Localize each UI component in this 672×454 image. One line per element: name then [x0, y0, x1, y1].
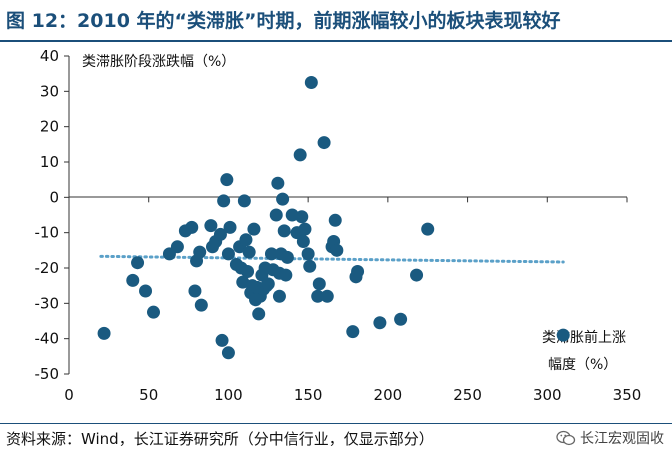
- data-point: [312, 277, 326, 291]
- data-point: [293, 148, 307, 162]
- x-tick-label: 350: [613, 386, 642, 404]
- data-point: [252, 307, 266, 321]
- x-axis-title-line-2: 幅度（%）: [548, 357, 617, 373]
- data-point: [410, 268, 424, 282]
- data-point: [221, 346, 235, 360]
- footer-divider: [0, 423, 672, 424]
- y-tick-label: -10: [35, 224, 60, 242]
- data-point: [330, 243, 344, 257]
- data-point: [280, 250, 294, 264]
- y-axis-title: 类滞胀阶段涨跌幅（%）: [82, 54, 235, 70]
- data-point: [277, 224, 291, 238]
- data-point: [217, 194, 231, 208]
- data-point: [146, 305, 160, 319]
- data-point: [264, 247, 278, 261]
- x-tick-label: 250: [453, 386, 482, 404]
- data-point: [304, 76, 318, 89]
- data-point: [239, 233, 253, 247]
- x-tick-group: 0 50 100 150 200 250 300 350: [64, 197, 641, 404]
- data-point: [295, 210, 309, 224]
- x-tick-label: 0: [64, 386, 74, 404]
- x-axis-title-line-1: 类滞胀前上涨: [542, 329, 626, 346]
- data-point: [204, 219, 218, 233]
- source-note: 资料来源：Wind，长江证券研究所（分中信行业，仅显示部分）: [6, 430, 434, 448]
- data-point: [188, 284, 202, 298]
- data-point: [279, 268, 293, 282]
- data-point: [97, 326, 111, 340]
- figure-title: 图 12：2010 年的“类滞胀”时期，前期涨幅较小的板块表现较好: [6, 10, 561, 32]
- data-point: [237, 194, 251, 208]
- data-point: [296, 235, 310, 248]
- data-point: [272, 289, 286, 303]
- data-point: [311, 289, 325, 303]
- data-point: [247, 222, 261, 236]
- data-point: [556, 328, 570, 342]
- data-point: [303, 259, 317, 273]
- y-tick-label: 10: [40, 153, 59, 171]
- data-point: [269, 208, 283, 222]
- data-point: [241, 265, 255, 279]
- data-point: [346, 325, 360, 339]
- data-point: [131, 256, 145, 270]
- plot-area: [68, 56, 627, 374]
- y-tick-label: -20: [35, 259, 60, 277]
- data-point: [221, 247, 235, 261]
- data-point: [126, 273, 140, 287]
- data-point: [194, 298, 208, 312]
- data-point: [220, 173, 234, 187]
- data-point: [193, 245, 207, 259]
- y-tick-label: 30: [40, 82, 59, 100]
- data-point: [223, 220, 237, 234]
- title-divider: [0, 40, 672, 42]
- wechat-icon: [556, 430, 576, 446]
- x-tick-label: 50: [139, 386, 158, 404]
- y-tick-label: -50: [35, 365, 60, 383]
- x-tick-label: 200: [374, 386, 403, 404]
- y-tick-label: 0: [49, 188, 59, 206]
- data-point: [271, 176, 285, 190]
- x-tick-label: 300: [533, 386, 562, 404]
- x-tick-label: 150: [294, 386, 323, 404]
- data-point: [421, 222, 435, 236]
- data-point: [185, 220, 199, 234]
- data-point: [276, 192, 290, 206]
- data-point: [320, 289, 334, 303]
- data-point: [213, 227, 227, 241]
- data-point: [215, 333, 229, 347]
- data-point: [139, 284, 153, 298]
- data-point: [301, 247, 315, 261]
- trend-line: [99, 254, 565, 264]
- data-point: [261, 277, 275, 291]
- x-tick-label: 100: [214, 386, 243, 404]
- y-tick-label: 20: [40, 118, 59, 136]
- y-tick-group: 40 30 20 10 0 -10 -20 -30 -40 -50: [35, 47, 69, 383]
- y-tick-label: 40: [40, 47, 59, 65]
- data-point: [328, 213, 342, 227]
- watermark-label: 长江宏观固收: [580, 431, 664, 447]
- watermark: 长江宏观固收: [556, 428, 664, 448]
- y-tick-label: -40: [35, 330, 60, 348]
- data-points: [97, 76, 570, 360]
- data-point: [351, 265, 365, 279]
- data-point: [394, 312, 408, 326]
- data-point: [242, 245, 256, 259]
- data-point: [373, 316, 387, 330]
- y-tick-label: -30: [35, 294, 60, 312]
- data-point: [317, 136, 331, 150]
- data-point: [298, 222, 312, 236]
- data-point: [170, 240, 184, 254]
